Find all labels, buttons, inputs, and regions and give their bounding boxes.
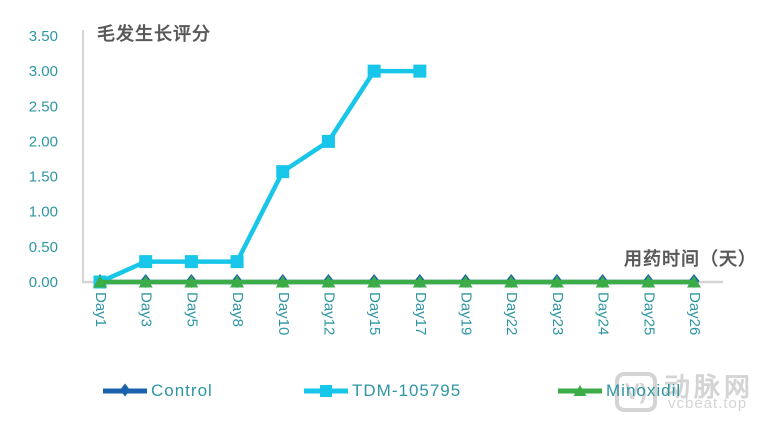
- marker-triangle: [595, 275, 610, 288]
- marker-triangle: [686, 275, 701, 288]
- x-tick-labels: Day1 Day3 Day5 Day8 Day10 Day12 Day15 Day17 Day1…: [92, 292, 703, 335]
- marker-triangle: [230, 275, 245, 288]
- vcbeat-logo-icon: V): [615, 372, 657, 412]
- marker-square: [320, 385, 332, 397]
- legend-label-control: Control: [151, 381, 213, 400]
- x-tick-label: Day19: [458, 292, 475, 335]
- marker-square: [321, 134, 335, 148]
- x-tick-label: Day15: [366, 292, 383, 335]
- y-tick-label: 1.50: [29, 169, 58, 186]
- legend-label-minoxidil: Minoxidil: [606, 381, 682, 400]
- legend-item-tdm-105795: TDM-105795: [303, 381, 462, 400]
- x-tick-label: Day17: [412, 292, 429, 335]
- x-tick-label: Day1: [92, 292, 109, 327]
- x-tick-label: Day3: [138, 292, 155, 327]
- marker-triangle: [573, 385, 587, 397]
- marker-triangle: [412, 275, 427, 288]
- marker-square: [276, 165, 290, 179]
- legend-item-control: Control: [102, 381, 213, 400]
- marker-triangle: [549, 275, 564, 288]
- tdm-line-square-icon: [304, 385, 348, 397]
- marker-triangle: [184, 275, 199, 288]
- marker-triangle: [504, 275, 519, 288]
- x-tick-label: Day26: [686, 292, 703, 335]
- series-tdm-105795: [93, 64, 427, 289]
- marker-triangle: [458, 275, 473, 288]
- x-tick-label: Day24: [595, 292, 612, 335]
- y-tick-label: 2.00: [29, 133, 58, 150]
- x-axis-title: 用药时间（天）: [624, 249, 757, 269]
- x-tick-label: Day23: [549, 292, 566, 335]
- marker-diamond: [119, 383, 131, 397]
- marker-square: [367, 64, 381, 78]
- legend-label-tdm-105795: TDM-105795: [352, 381, 462, 400]
- marker-triangle: [93, 275, 107, 288]
- y-tick-label: 3.00: [29, 63, 58, 80]
- marker-triangle: [138, 275, 153, 288]
- marker-square: [413, 64, 427, 78]
- minoxidil-line-triangle-icon: [558, 385, 602, 397]
- watermark-name: 动脉网: [664, 372, 755, 402]
- y-tick-label: 0.50: [29, 239, 58, 256]
- x-tick-label: Day12: [320, 292, 337, 335]
- marker-triangle: [275, 275, 290, 288]
- legend-item-minoxidil: Minoxidil: [557, 381, 682, 400]
- marker-triangle: [367, 275, 382, 288]
- series-line-tdm-105795: [99, 68, 420, 285]
- x-tick-label: Day8: [229, 292, 246, 327]
- x-tick-label: Day22: [503, 292, 520, 335]
- marker-square: [230, 255, 244, 269]
- y-tick-labels: 0.00 0.50 1.00 1.50 2.00 2.50 3.00 3.50: [29, 28, 58, 291]
- watermark: V) 动脉网 vcbeat.top: [615, 368, 765, 420]
- x-tick-label: Day25: [640, 292, 657, 335]
- marker-triangle: [641, 275, 656, 288]
- y-tick-label: 0.00: [29, 274, 58, 291]
- x-tick-label: Day5: [183, 292, 200, 327]
- watermark-site: vcbeat.top: [668, 395, 748, 412]
- marker-square: [139, 255, 153, 269]
- chart-title: 毛发生长评分: [97, 24, 211, 44]
- marker-square: [184, 255, 198, 269]
- y-tick-label: 3.50: [29, 28, 58, 45]
- series-minoxidil: [93, 275, 701, 288]
- y-tick-label: 1.00: [29, 204, 58, 221]
- marker-triangle: [321, 275, 336, 288]
- x-tick-label: Day10: [275, 292, 292, 335]
- control-line-diamond-icon: [103, 383, 147, 397]
- y-tick-label: 2.50: [29, 98, 58, 115]
